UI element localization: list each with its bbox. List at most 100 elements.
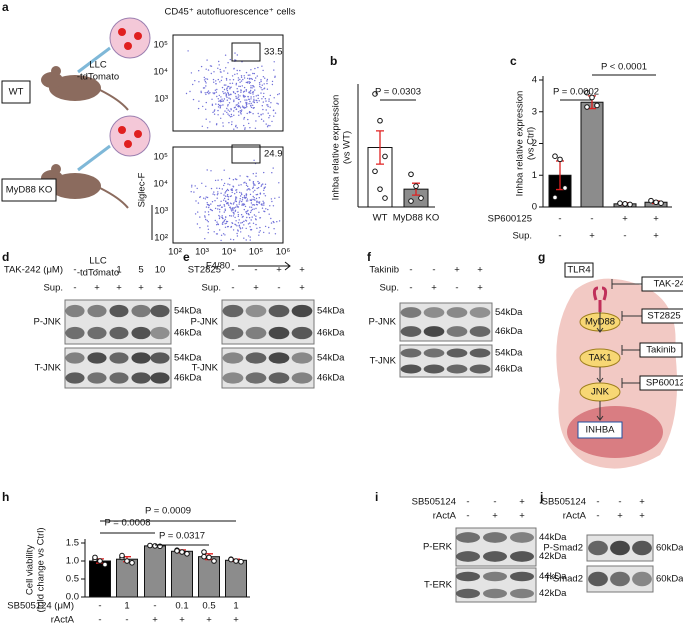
event-dot [254, 199, 256, 201]
event-dot [254, 89, 256, 91]
event-dot [248, 214, 250, 216]
bar [144, 545, 166, 598]
event-dot [245, 89, 247, 91]
event-dot [185, 92, 188, 95]
event-dot [228, 102, 231, 104]
condition-value: - [73, 283, 76, 294]
event-dot [239, 198, 241, 200]
event-dot [248, 78, 251, 80]
event-dot [230, 238, 232, 240]
event-dot [250, 111, 252, 114]
event-dot [227, 92, 230, 95]
event-dot [220, 101, 222, 103]
condition-value: - [596, 511, 599, 522]
event-dot [276, 221, 278, 223]
event-dot [267, 112, 269, 114]
event-dot [224, 223, 226, 225]
event-dot [264, 183, 267, 185]
event-dot [263, 202, 265, 205]
event-dot [260, 80, 262, 83]
inhibition [621, 378, 640, 388]
event-dot [266, 78, 269, 81]
event-dot [241, 105, 244, 107]
event-dot [205, 196, 207, 198]
event-dot [232, 79, 235, 81]
blot-band [150, 372, 170, 384]
event-dot [255, 77, 257, 79]
event-dot [239, 101, 242, 103]
data-point [658, 200, 664, 206]
event-dot [207, 228, 210, 230]
event-dot [224, 208, 226, 210]
event-dot [238, 219, 240, 221]
blot-band [268, 352, 290, 364]
y-tick-label: 10⁴ [153, 179, 168, 190]
event-dot [230, 209, 232, 211]
event-dot [216, 194, 219, 196]
event-dot [230, 207, 232, 210]
x-tick-label: 10³ [195, 247, 209, 258]
event-dot [244, 99, 246, 101]
condition-label: Sup. [379, 283, 399, 294]
event-dot [220, 239, 222, 242]
blot-band [400, 348, 422, 358]
event-dot [261, 65, 263, 67]
data-point [622, 201, 628, 207]
event-dot [222, 122, 224, 124]
event-dot [248, 92, 250, 94]
data-point [552, 153, 558, 159]
event-dot [218, 100, 220, 103]
data-point [228, 556, 234, 563]
p-value: P = 0.0008 [104, 518, 150, 529]
event-dot [273, 228, 275, 230]
blot-band [632, 571, 652, 587]
event-dot [254, 189, 256, 192]
event-dot [220, 200, 222, 202]
event-dot [237, 105, 239, 108]
receptor-icon [592, 286, 608, 312]
event-dot [229, 88, 231, 90]
y-tick-label: 0 [532, 202, 537, 213]
event-dot [213, 113, 216, 115]
event-dot [261, 105, 263, 107]
event-dot [237, 229, 239, 231]
event-dot [263, 189, 265, 191]
event-dot [230, 93, 232, 96]
event-dot [252, 72, 254, 75]
event-dot [258, 100, 260, 102]
event-dot [244, 197, 246, 200]
condition-value: + [589, 231, 595, 242]
x-tick-label: WT [373, 213, 388, 224]
event-dot [255, 223, 257, 226]
condition-label: Takinib [369, 265, 399, 276]
event-dot [201, 125, 203, 128]
condition-value: + [116, 283, 122, 294]
event-dot [218, 64, 220, 66]
band-label: P-JNK [369, 317, 397, 328]
event-dot [265, 100, 267, 102]
event-dot [226, 87, 228, 89]
event-dot [248, 122, 250, 125]
event-dot [226, 202, 228, 205]
kda-label: 44kDa [539, 532, 567, 543]
event-dot [253, 100, 255, 102]
y-tick-label: 1.0 [66, 556, 79, 567]
panel-label: j [539, 490, 543, 504]
event-dot [227, 189, 230, 192]
event-dot [249, 206, 251, 208]
condition-value: + [152, 615, 158, 626]
event-dot [262, 183, 264, 185]
event-dot [225, 200, 227, 202]
event-dot [250, 69, 252, 71]
event-dot [224, 234, 226, 236]
event-dot [227, 196, 230, 198]
blot-band [456, 551, 480, 562]
condition-value: - [98, 615, 101, 626]
condition-value: - [231, 265, 234, 276]
event-dot [215, 233, 218, 235]
condition-label: ST2825 [188, 265, 221, 276]
event-dot [229, 98, 232, 100]
event-dot [278, 220, 281, 222]
event-dot [234, 216, 236, 219]
event-dot [207, 90, 210, 92]
